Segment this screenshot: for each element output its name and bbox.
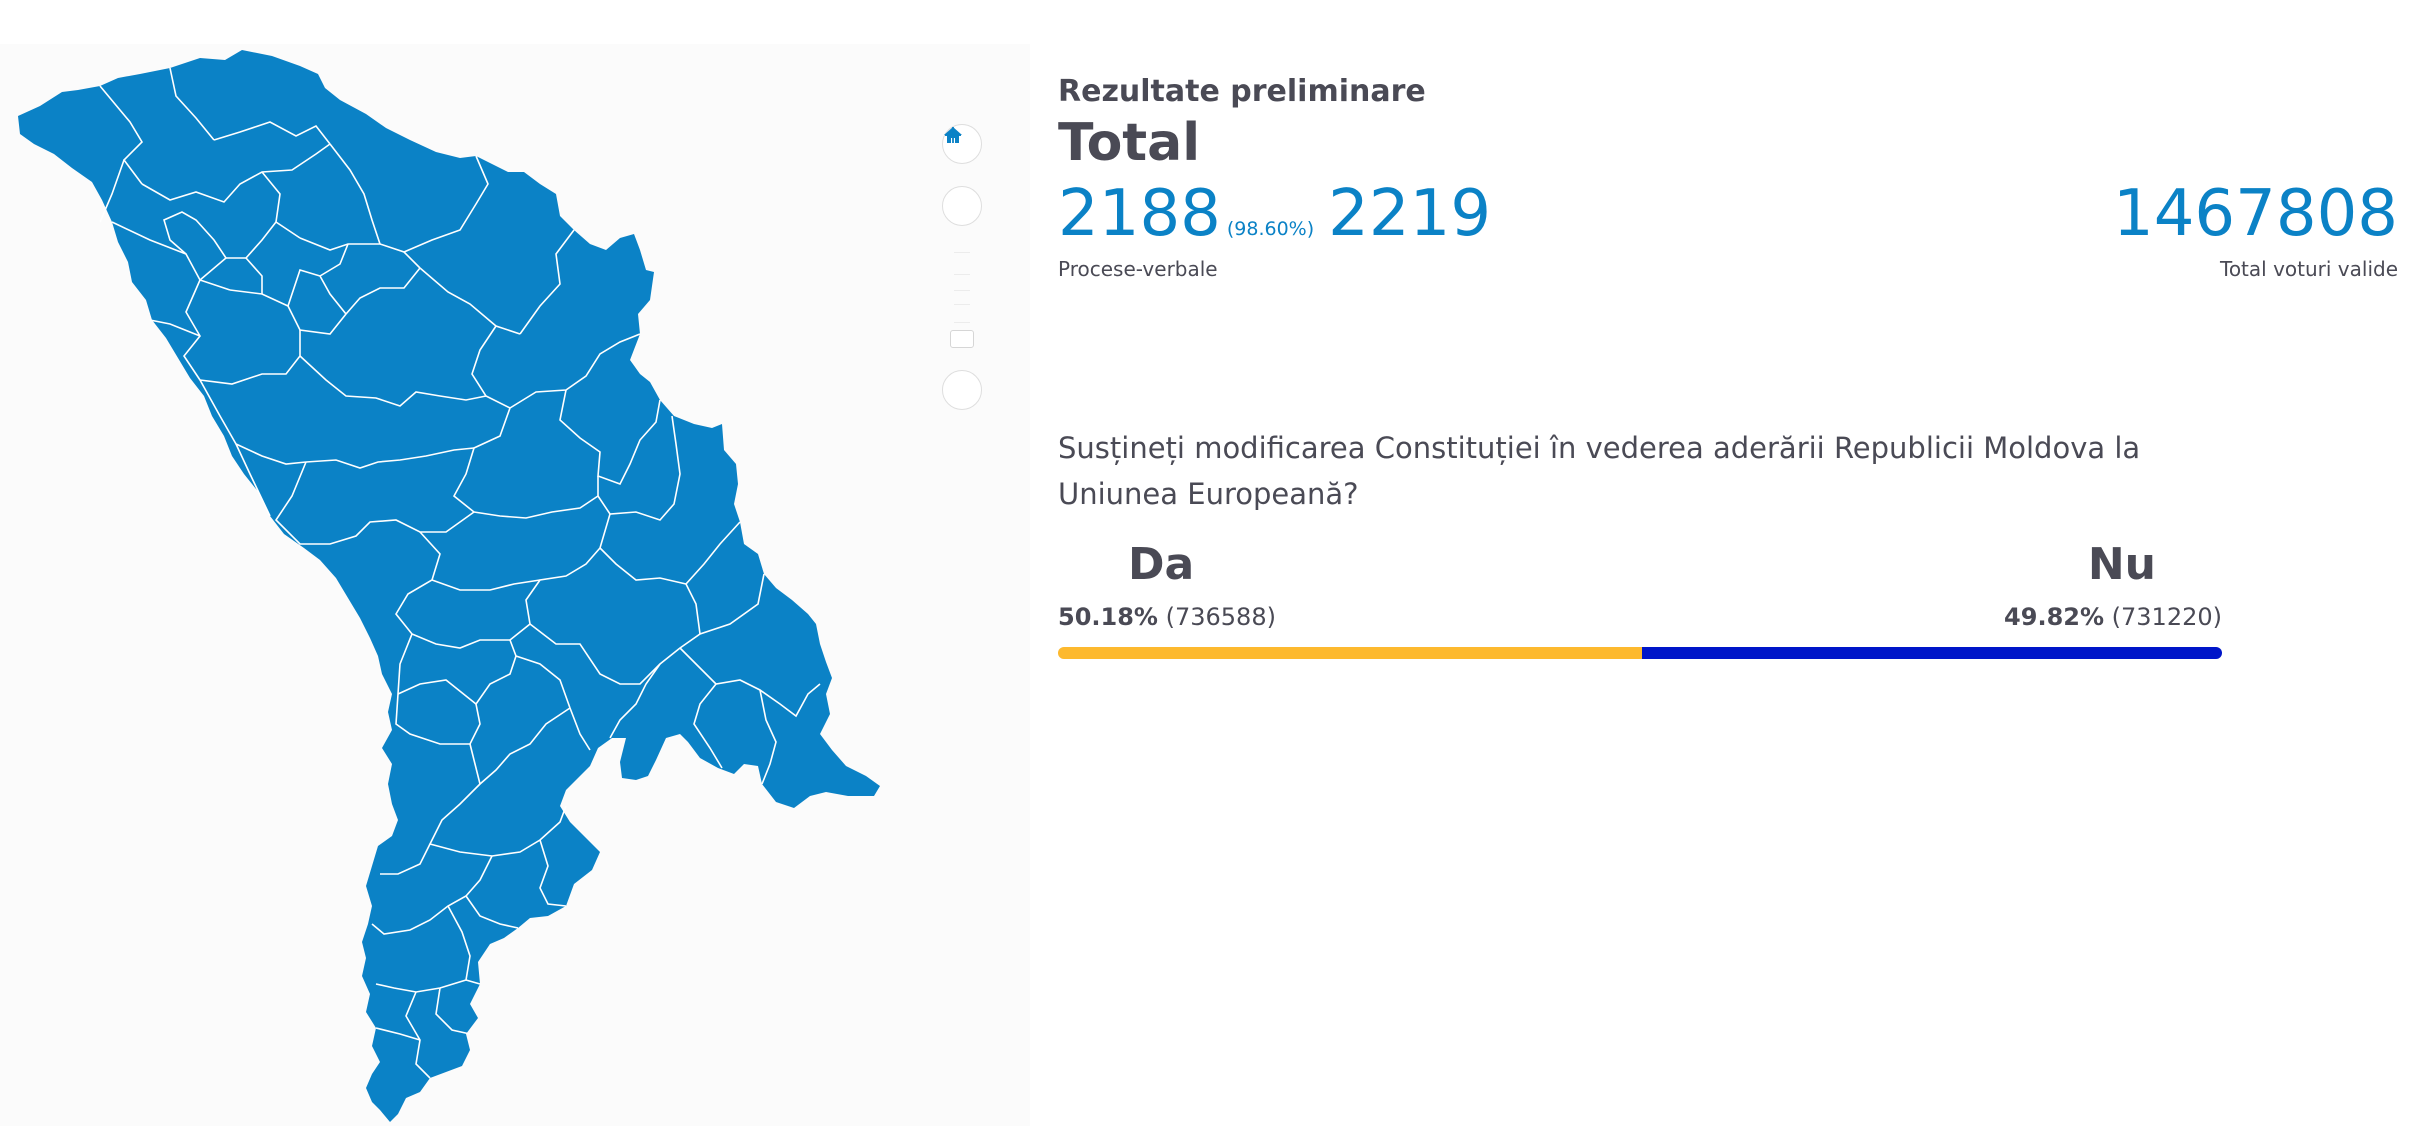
zoom-slider-handle[interactable] xyxy=(950,330,974,348)
yes-option-label: Da xyxy=(1128,539,1195,590)
reports-label: Procese-verbale xyxy=(1058,257,1218,282)
no-option-label: Nu xyxy=(2087,539,2156,590)
stats-row: 2188 (98.60%) 2219 Procese-verbale 1467808… xyxy=(1058,179,2398,299)
zoom-out-button[interactable] xyxy=(942,134,982,410)
zoom-tick xyxy=(954,322,970,323)
no-count: (731220) xyxy=(2111,603,2222,631)
valid-votes-label: Total voturi valide xyxy=(2220,257,2398,282)
yes-percent: 50.18% xyxy=(1058,603,1158,631)
zoom-controls xyxy=(942,124,986,410)
minus-icon xyxy=(945,134,961,136)
no-option-result: 49.82% (731220) xyxy=(2004,603,2222,631)
map-panel[interactable] xyxy=(0,44,1030,1126)
zoom-tick xyxy=(954,290,970,291)
district-borders xyxy=(99,67,821,1079)
no-percent: 49.82% xyxy=(2004,603,2105,631)
result-bar xyxy=(1058,647,2222,659)
yes-count: (736588) xyxy=(1165,603,1276,631)
results-panel: Rezultate preliminare Total 2188 (98.60%)… xyxy=(1058,74,2398,659)
zoom-tick xyxy=(954,252,970,253)
yes-option-result: 50.18% (736588) xyxy=(1058,603,1276,631)
reports-stat: 2188 (98.60%) 2219 Procese-verbale xyxy=(1058,177,1492,282)
no-bar-segment xyxy=(1642,647,2222,659)
results-subtitle: Rezultate preliminare xyxy=(1058,74,1426,109)
moldova-map[interactable] xyxy=(0,44,1030,1126)
zoom-tick xyxy=(954,274,970,275)
valid-votes-count: 1467808 xyxy=(2112,177,2398,251)
processed-reports-count: 2188 xyxy=(1058,177,1221,251)
valid-votes-stat: 1467808 Total voturi valide xyxy=(2112,177,2398,282)
total-reports-count: 2219 xyxy=(1328,177,1492,251)
referendum-question: Susțineți modificarea Constituției în ve… xyxy=(1058,431,2141,511)
zoom-tick xyxy=(954,304,970,305)
zoom-slider[interactable] xyxy=(942,238,982,358)
vote-results: Da Nu 50.18% (736588) 49.82% (731220) xyxy=(1058,539,2222,659)
results-title: Total xyxy=(1058,113,1201,173)
zoom-in-button[interactable] xyxy=(942,127,982,226)
yes-bar-segment xyxy=(1058,647,1643,659)
processed-reports-percent: (98.60%) xyxy=(1226,218,1315,240)
